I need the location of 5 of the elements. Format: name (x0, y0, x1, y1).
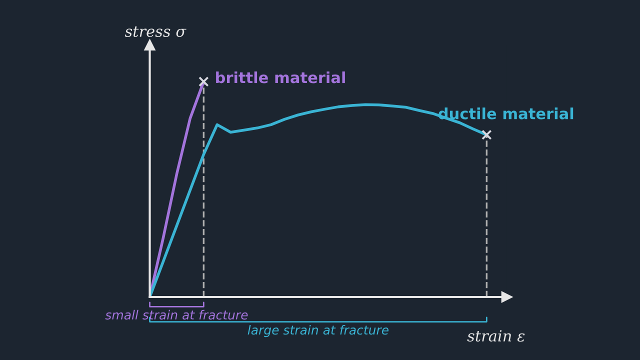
text: large strain at fracture (248, 325, 389, 338)
text: small strain at fracture (105, 310, 248, 320)
series-label: brittle material (216, 71, 345, 84)
y-axis-title: stress σ (124, 26, 186, 37)
x-axis-title: strain ε (467, 330, 525, 342)
